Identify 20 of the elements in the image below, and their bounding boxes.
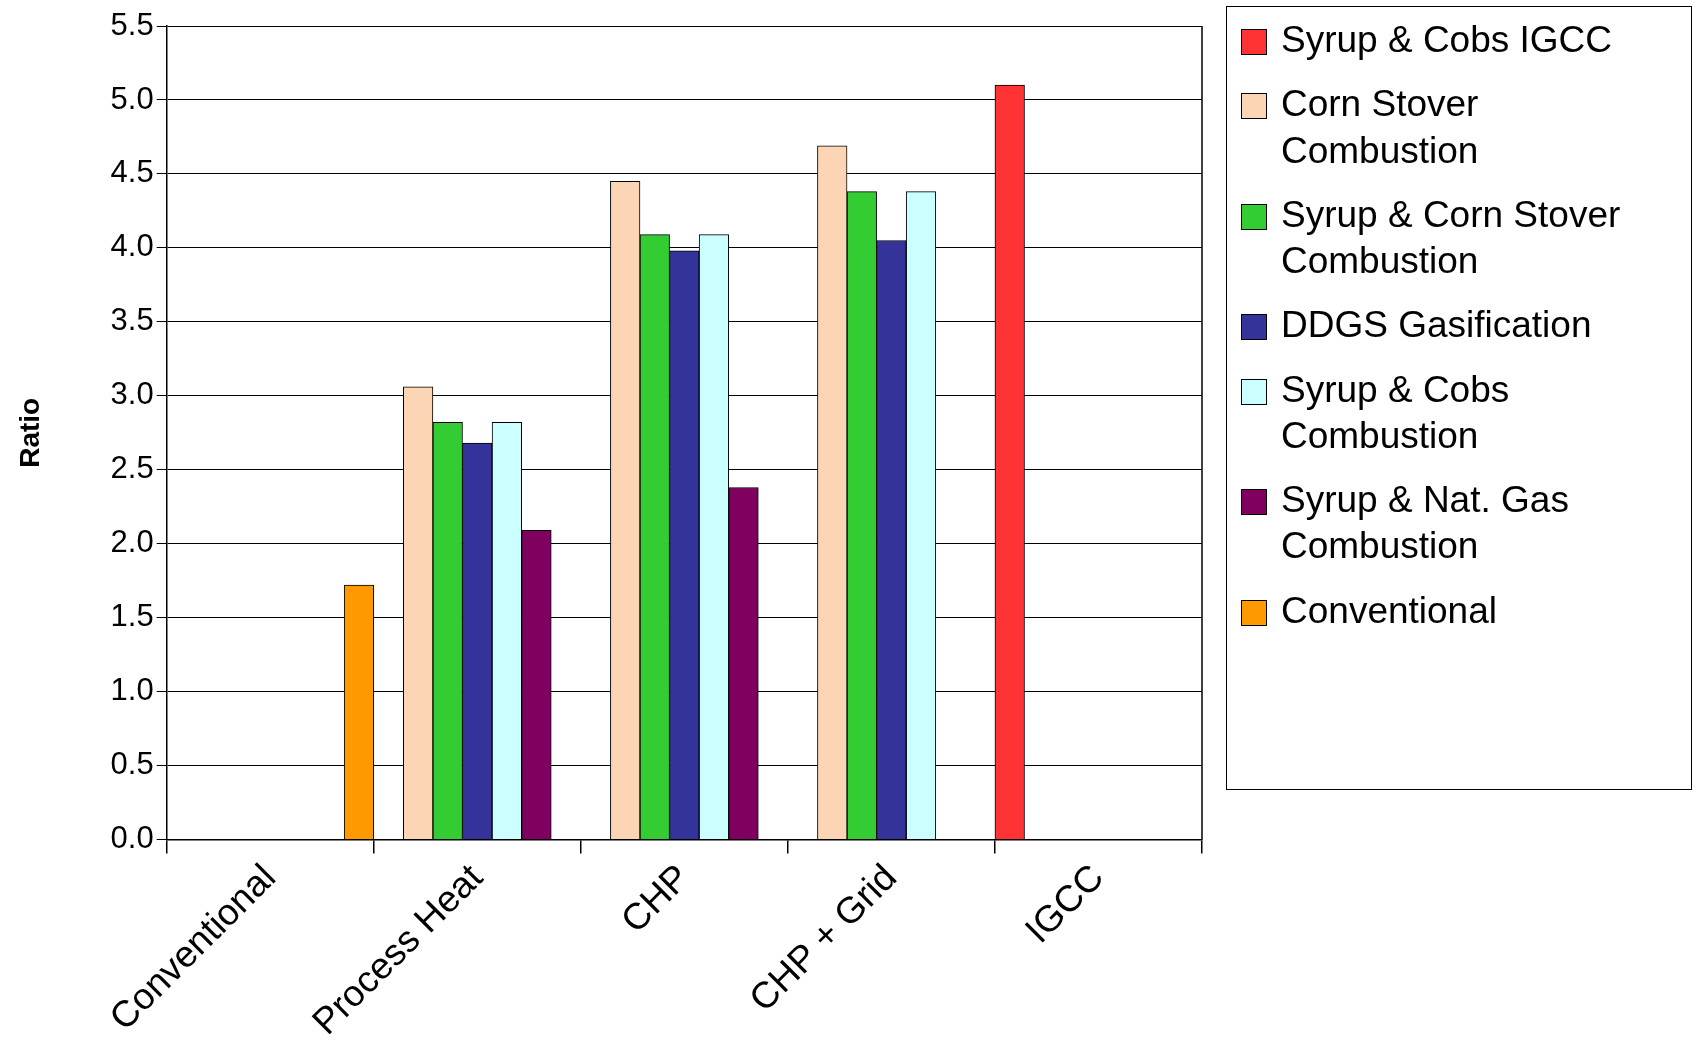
legend-label: Conventional: [1281, 588, 1497, 633]
y-tick-label: 4.5: [110, 154, 154, 190]
legend-label: Syrup & Corn Stover Combustion: [1281, 192, 1622, 283]
y-axis-title: Ratio: [13, 397, 45, 468]
y-tick-label: 2.0: [110, 524, 154, 560]
y-tick-label: 1.5: [110, 598, 154, 634]
y-tick-label: 0.5: [110, 746, 154, 782]
y-tick-label: 2.5: [110, 450, 154, 486]
y-tick-label: 3.5: [110, 302, 154, 338]
legend-label: DDGS Gasification: [1281, 303, 1592, 348]
legend-label: Syrup & Nat. Gas Combustion: [1281, 478, 1570, 569]
legend-label: Corn Stover Combustion: [1281, 82, 1480, 173]
y-tick-label: 4.0: [110, 228, 154, 264]
y-tick-label: 5.5: [110, 6, 154, 42]
y-tick-label: 3.0: [110, 376, 154, 412]
y-tick-label: 0.0: [110, 820, 154, 856]
y-tick-label: 1.0: [110, 672, 154, 708]
legend-label: Syrup & Cobs IGCC: [1281, 18, 1613, 62]
y-tick-label: 5.0: [110, 80, 154, 116]
legend-label: Syrup & Cobs Combustion: [1281, 367, 1511, 458]
